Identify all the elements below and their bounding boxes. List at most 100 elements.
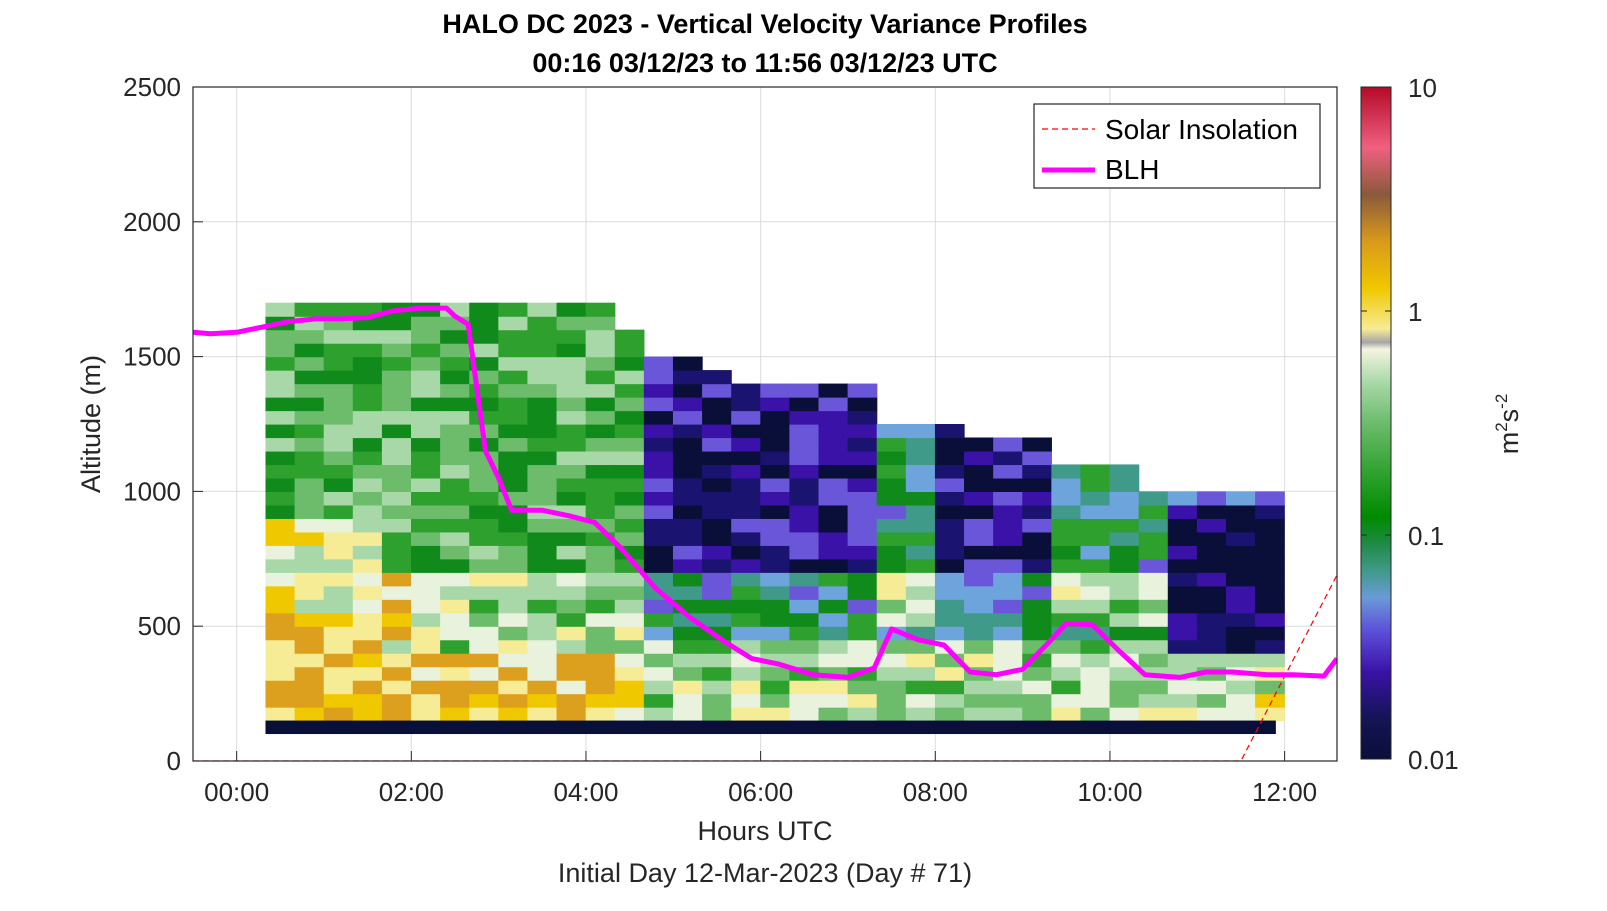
heatmap-cell — [498, 370, 529, 385]
colorbar-label: m2s-2 — [1492, 394, 1524, 455]
heatmap-cell — [818, 397, 849, 412]
heatmap-cell — [469, 383, 499, 398]
heatmap-cell — [905, 518, 936, 533]
heatmap-cell — [818, 707, 849, 722]
heatmap-cell — [1138, 504, 1169, 519]
heatmap-cell — [411, 518, 441, 533]
heatmap-cell — [1225, 531, 1256, 546]
heatmap-cell — [1109, 531, 1140, 546]
heatmap-cell — [585, 450, 616, 466]
heatmap-cell — [964, 531, 994, 546]
heatmap-cell — [294, 639, 325, 654]
heatmap-cell — [1225, 626, 1256, 641]
heatmap-cell — [265, 558, 296, 573]
heatmap-cell — [1225, 518, 1256, 533]
heatmap-cell — [440, 437, 470, 452]
heatmap-cell — [556, 626, 587, 641]
heatmap-cell — [964, 450, 994, 466]
heatmap-cell — [934, 491, 965, 506]
heatmap-cell — [614, 572, 645, 587]
legend-blh-label: BLH — [1105, 154, 1159, 185]
heatmap-cell — [1138, 599, 1169, 614]
heatmap-cell — [993, 464, 1023, 479]
heatmap-cell — [323, 666, 354, 681]
heatmap-cell — [905, 491, 936, 506]
heatmap-cell — [876, 599, 907, 614]
heatmap-cell — [323, 410, 354, 425]
heatmap-cell — [352, 666, 383, 681]
heatmap-cell — [556, 572, 587, 587]
heatmap-cell — [294, 370, 325, 385]
heatmap-cell — [934, 666, 965, 681]
heatmap-cell — [381, 572, 412, 587]
heatmap-cell — [760, 707, 790, 722]
heatmap-cell — [498, 477, 529, 492]
heatmap-cell — [556, 450, 587, 466]
heatmap-cell — [672, 558, 703, 573]
heatmap-cell — [527, 612, 558, 627]
heatmap-cell — [760, 424, 790, 439]
heatmap-cell — [323, 585, 354, 600]
heatmap-cell — [352, 424, 383, 439]
heatmap-cell — [411, 397, 441, 412]
heatmap-cell — [585, 370, 616, 385]
heatmap-cell — [440, 653, 470, 668]
heatmap-cell — [818, 518, 849, 533]
heatmap-cell — [702, 410, 732, 425]
heatmap-cell — [498, 693, 529, 708]
heatmap-cell — [643, 491, 674, 506]
y-tick-label: 1500 — [123, 342, 181, 372]
heatmap-cell — [440, 329, 470, 344]
heatmap-cell — [527, 329, 558, 344]
heatmap-cell — [760, 437, 790, 452]
heatmap-cell — [934, 531, 965, 546]
heatmap-cell — [1022, 558, 1052, 573]
heatmap-cell — [1196, 491, 1227, 506]
heatmap-cell — [323, 599, 354, 614]
heatmap-cell — [294, 680, 325, 695]
heatmap-cell — [731, 464, 761, 479]
colorbar-tick-label: 1 — [1408, 297, 1422, 327]
heatmap-cell — [294, 585, 325, 600]
x-tick-label: 12:00 — [1252, 777, 1317, 807]
blh-line — [193, 305, 1337, 680]
heatmap-cell — [411, 572, 441, 587]
heatmap-cell — [1022, 693, 1052, 708]
heatmap-cell — [934, 518, 965, 533]
heatmap-cell — [498, 302, 529, 317]
heatmap-cell — [672, 424, 703, 439]
heatmap-cell — [614, 612, 645, 627]
heatmap-cell — [876, 424, 907, 439]
heatmap-cell — [265, 302, 296, 317]
heatmap-cell — [265, 612, 296, 627]
heatmap-cell — [411, 707, 441, 722]
heatmap-cell — [847, 653, 878, 668]
heatmap-cell — [1167, 572, 1198, 587]
heatmap-cell — [1196, 626, 1227, 641]
heatmap-cell — [934, 464, 965, 479]
heatmap-cell — [993, 504, 1023, 519]
heatmap-cell — [556, 316, 587, 331]
heatmap-cell — [1255, 531, 1285, 546]
heatmap-cell — [352, 585, 383, 600]
heatmap-cell — [294, 437, 325, 452]
heatmap-cell — [585, 437, 616, 452]
heatmap-cell — [760, 518, 790, 533]
heatmap-cell — [1167, 626, 1198, 641]
heatmap-cell — [440, 599, 470, 614]
heatmap-cell — [294, 653, 325, 668]
heatmap-cell — [585, 329, 616, 344]
heatmap-cell — [702, 612, 732, 627]
heatmap-cell — [731, 680, 761, 695]
heatmap-cell — [585, 464, 616, 479]
heatmap-cell — [1109, 612, 1140, 627]
heatmap-cell — [585, 504, 616, 519]
heatmap-cell — [352, 329, 383, 344]
heatmap-cell — [847, 545, 878, 560]
heatmap-cell — [265, 531, 296, 546]
heatmap-cell — [1225, 599, 1256, 614]
heatmap-cell — [731, 450, 761, 466]
heatmap-cell — [876, 707, 907, 722]
heatmap-cell — [294, 531, 325, 546]
heatmap-cell — [1080, 558, 1111, 573]
